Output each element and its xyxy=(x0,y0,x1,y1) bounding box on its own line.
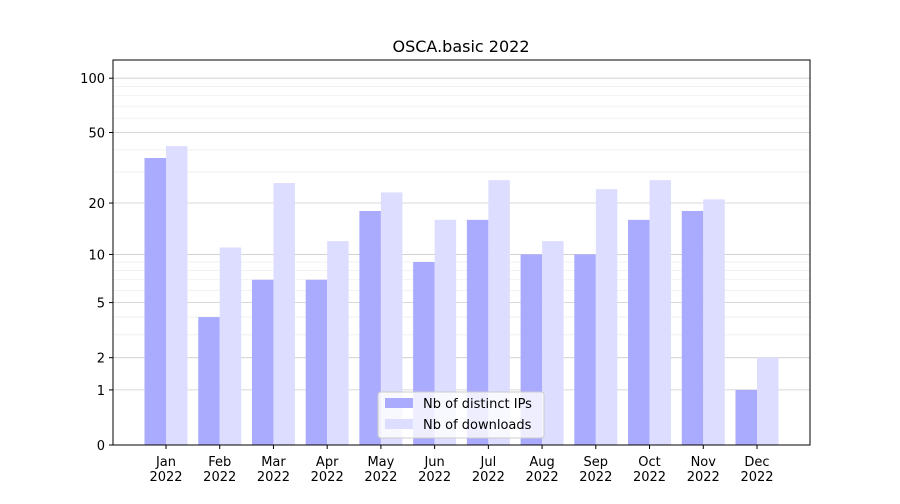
x-tick-label: 2022 xyxy=(633,470,666,485)
x-tick-label: Aug xyxy=(529,455,554,470)
x-tick-label: Sep xyxy=(584,455,609,470)
bar-distinct-ips xyxy=(198,317,220,445)
x-tick-label: 2022 xyxy=(418,470,451,485)
y-axis: 0 1 2 5 10 20 50 100 xyxy=(80,72,113,454)
x-tick-label: Oct xyxy=(638,455,660,470)
x-tick-label: Mar xyxy=(261,455,286,470)
legend-swatch-downloads xyxy=(385,419,413,429)
legend: Nb of distinct IPs Nb of downloads xyxy=(377,391,545,439)
x-axis: Jan2022Feb2022Mar2022Apr2022May2022Jun20… xyxy=(149,445,774,485)
x-tick-label: 2022 xyxy=(364,470,397,485)
y-tick-label: 1 xyxy=(97,384,105,399)
bar-downloads xyxy=(219,247,242,445)
y-tick-label: 50 xyxy=(88,127,105,142)
x-tick-label: 2022 xyxy=(257,470,290,485)
bar-downloads xyxy=(488,180,510,445)
x-tick-label: May xyxy=(367,455,394,470)
bar-distinct-ips xyxy=(359,210,381,445)
x-tick-label: Nov xyxy=(691,455,717,470)
x-tick-label: Jul xyxy=(480,455,497,470)
y-tick-label: 0 xyxy=(97,439,105,454)
x-tick-label: Jun xyxy=(423,455,444,470)
x-tick-label: 2022 xyxy=(687,470,720,485)
y-tick-label: 100 xyxy=(80,72,105,87)
y-tick-label: 5 xyxy=(97,297,105,312)
bar-distinct-ips xyxy=(681,210,704,445)
y-tick-label: 10 xyxy=(88,248,105,263)
bar-distinct-ips xyxy=(251,279,274,445)
x-tick-label: 2022 xyxy=(740,470,773,485)
bar-distinct-ips xyxy=(305,279,328,445)
bar-distinct-ips xyxy=(574,254,596,445)
bar-distinct-ips xyxy=(144,158,166,445)
bar-downloads xyxy=(434,219,457,445)
bar-downloads xyxy=(380,192,403,445)
x-tick-label: Jan xyxy=(155,455,176,470)
x-tick-label: 2022 xyxy=(526,470,559,485)
bar-downloads xyxy=(166,146,188,445)
x-tick-label: 2022 xyxy=(311,470,344,485)
bar-downloads xyxy=(595,189,618,445)
plot-frame xyxy=(112,59,811,446)
x-tick-label: 2022 xyxy=(203,470,236,485)
bar-downloads xyxy=(703,199,725,445)
bar-downloads xyxy=(757,357,779,445)
bar-downloads xyxy=(273,183,295,445)
bar-downloads xyxy=(327,241,349,445)
x-tick-label: 2022 xyxy=(149,470,182,485)
bar-distinct-ips xyxy=(466,219,489,445)
x-tick-label: Apr xyxy=(316,455,339,470)
legend-label-ips: Nb of distinct IPs xyxy=(423,397,532,412)
x-tick-label: Feb xyxy=(208,455,231,470)
bar-downloads xyxy=(649,180,672,445)
legend-box xyxy=(377,391,545,439)
bar-distinct-ips xyxy=(628,219,650,445)
x-tick-label: 2022 xyxy=(579,470,612,485)
y-tick-label: 20 xyxy=(88,197,105,212)
bar-downloads xyxy=(542,241,564,445)
legend-label-downloads: Nb of downloads xyxy=(423,418,532,433)
x-tick-label: Dec xyxy=(744,455,769,470)
bar-distinct-ips xyxy=(735,389,757,445)
chart-title: OSCA.basic 2022 xyxy=(392,37,529,56)
y-tick-label: 2 xyxy=(97,352,105,367)
x-tick-label: 2022 xyxy=(472,470,505,485)
legend-swatch-ips xyxy=(385,398,413,408)
